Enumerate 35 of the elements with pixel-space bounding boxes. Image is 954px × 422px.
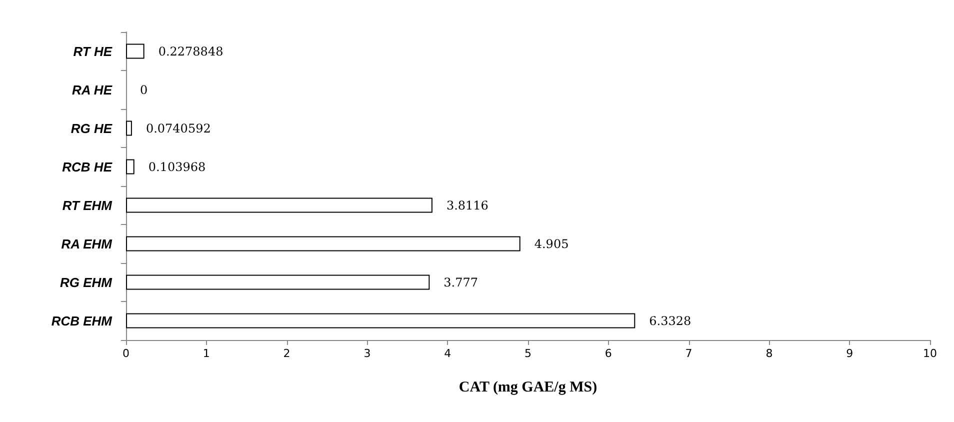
data-label: 6.3328 [649, 314, 692, 328]
y-tick-label: RT EHM [62, 198, 114, 213]
x-tick-label: 9 [846, 347, 854, 360]
x-tick-label: 10 [923, 347, 937, 360]
y-tick-label: RG EHM [60, 274, 114, 290]
y-tick-label: RA HE [72, 82, 112, 98]
x-tick-label: 4 [444, 347, 452, 360]
data-label: 0.103968 [148, 160, 206, 174]
bar [126, 274, 430, 290]
data-label: 0 [140, 82, 148, 97]
bar [126, 198, 432, 213]
x-tick-label: 1 [202, 347, 210, 360]
bar [126, 159, 134, 174]
data-label: 4.905 [534, 236, 569, 251]
y-tick-label: RCB EHM [51, 313, 114, 328]
bar [126, 120, 132, 136]
data-label: 3.8116 [446, 198, 488, 212]
x-tick-label: 7 [685, 347, 692, 360]
data-label: 0.2278848 [158, 44, 224, 58]
data-label: 0.0740592 [146, 121, 211, 136]
x-axis-title: CAT (mg GAE/g MS) [458, 380, 598, 396]
y-tick-label: RA EHM [61, 236, 114, 252]
x-tick-label: 2 [283, 347, 290, 360]
x-tick-label: 5 [524, 347, 532, 360]
y-tick-label: RT HE [73, 44, 112, 59]
x-tick-label: 6 [604, 347, 612, 360]
x-tick-label: 8 [766, 347, 773, 360]
bar [126, 44, 144, 59]
x-tick-label: 3 [364, 347, 371, 360]
bar [126, 313, 636, 328]
y-tick-label: RG HE [70, 120, 112, 136]
data-label: 3.777 [444, 275, 478, 290]
bar [126, 236, 520, 252]
x-tick-label: 0 [122, 347, 130, 360]
y-tick-label: RCB HE [62, 159, 112, 174]
